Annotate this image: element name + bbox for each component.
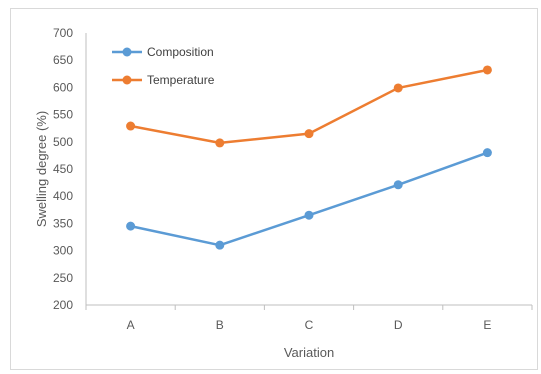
- data-point: [126, 221, 136, 231]
- legend-marker: [122, 75, 132, 85]
- y-tick-labels: 200 250 300 350 400 450 500 550 600 650 700: [53, 26, 73, 312]
- x-tick-marks: [85, 305, 533, 310]
- x-tick-label: A: [127, 318, 135, 332]
- x-tick-label: C: [305, 318, 314, 332]
- series-line: [130, 151, 488, 247]
- data-point: [393, 180, 403, 190]
- legend-item: Temperature: [112, 73, 215, 87]
- legend-item: Composition: [112, 45, 214, 59]
- x-tick-label: E: [483, 318, 491, 332]
- data-point: [393, 83, 403, 93]
- y-tick-label: 550: [53, 108, 73, 122]
- y-tick-label: 200: [53, 298, 73, 312]
- data-point: [304, 210, 314, 220]
- data-point: [215, 240, 225, 250]
- series-temperature: [126, 65, 492, 148]
- axes: [85, 33, 532, 306]
- data-point: [482, 65, 492, 75]
- legend-label: Composition: [147, 45, 214, 59]
- y-axis-title: Swelling degree (%): [34, 111, 49, 227]
- legend-marker: [122, 47, 132, 57]
- y-tick-label: 300: [53, 244, 73, 258]
- y-tick-label: 450: [53, 162, 73, 176]
- data-point: [215, 138, 225, 148]
- y-tick-label: 600: [53, 80, 73, 94]
- data-point: [126, 121, 136, 131]
- x-tick-labels: A B C D E: [127, 318, 492, 332]
- legend-label: Temperature: [147, 73, 215, 87]
- x-axis-title: Variation: [284, 345, 334, 360]
- x-tick-label: D: [394, 318, 403, 332]
- data-point: [482, 148, 492, 158]
- legend: Composition Temperature: [112, 45, 215, 87]
- y-tick-label: 650: [53, 53, 73, 67]
- y-tick-label: 700: [53, 26, 73, 40]
- data-point: [304, 129, 314, 139]
- y-tick-label: 250: [53, 271, 73, 285]
- y-tick-label: 400: [53, 189, 73, 203]
- x-tick-label: B: [216, 318, 224, 332]
- chart-frame: [10, 8, 538, 370]
- y-tick-label: 500: [53, 135, 73, 149]
- y-tick-label: 350: [53, 216, 73, 230]
- series-composition: [126, 148, 492, 250]
- series-layer: [126, 65, 492, 250]
